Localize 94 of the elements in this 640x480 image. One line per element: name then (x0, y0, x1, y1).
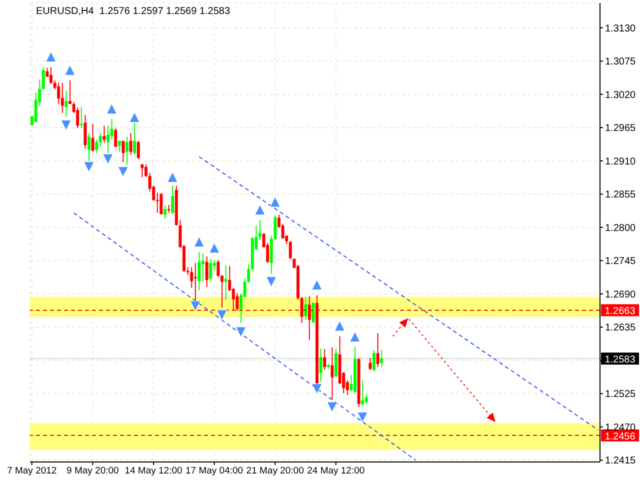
point (106, 104, 117, 114)
candlestick (167, 204, 170, 214)
candlestick (50, 66, 52, 85)
candlestick (84, 114, 87, 150)
candlestick (334, 348, 338, 378)
point (46, 52, 56, 62)
candlestick (205, 256, 208, 288)
candlestick (368, 357, 372, 371)
y-tick-label: 1.2800 (605, 222, 636, 234)
y-tick-label: 1.2635 (605, 322, 636, 334)
point (167, 172, 178, 182)
candlestick (98, 132, 102, 148)
candlestick (114, 128, 118, 148)
candlestick (91, 123, 94, 152)
candlestick (209, 258, 212, 282)
x-tick-label: 21 May 20:00 (246, 466, 304, 477)
y-tick-label: 1.3130 (605, 23, 636, 34)
x-tick-label: 17 May 04:00 (186, 466, 244, 477)
candlestick (190, 266, 194, 288)
y-tick-label: 1.2910 (605, 156, 636, 168)
candlestick (144, 164, 148, 178)
point (64, 64, 76, 76)
y-tick-label: 1.3075 (605, 56, 636, 68)
candlestick (68, 80, 72, 104)
candlestick (216, 260, 220, 278)
candlestick (224, 264, 228, 300)
candlestick (364, 394, 368, 404)
candlestick (372, 350, 376, 372)
candlestick (133, 122, 136, 156)
y-tick-label: 1.3020 (605, 90, 636, 101)
point (266, 276, 277, 288)
point (312, 384, 322, 394)
ref-line-label: 1.2663 (604, 306, 636, 318)
point (216, 310, 228, 320)
point (190, 300, 201, 312)
chart-title: EURUSD,H4 1.2576 1.2597 1.2569 1.2583 (36, 6, 230, 17)
point (84, 162, 94, 172)
point (350, 332, 360, 342)
candlestick (288, 240, 292, 260)
candlestick (376, 332, 380, 368)
y-tick-label: 1.2525 (605, 389, 636, 400)
x-tick-label: 9 May 20:00 (66, 466, 119, 477)
candlestick (258, 220, 262, 241)
point (236, 326, 246, 338)
ref-line-label: 1.2456 (604, 431, 636, 442)
point (334, 320, 345, 332)
candlestick (64, 90, 68, 118)
y-tick-label: 1.2965 (605, 123, 636, 134)
candlestick (171, 185, 174, 215)
point (129, 112, 140, 123)
ref-line-label: 1.2583 (604, 354, 636, 366)
candlestick (312, 302, 315, 324)
candlestick (361, 380, 364, 407)
candlestick (102, 125, 106, 144)
candlestick (57, 82, 60, 104)
candlestick (304, 296, 308, 320)
candlestick (319, 348, 322, 383)
candlestick (88, 132, 90, 162)
candlestick (60, 82, 64, 114)
candlestick (122, 140, 125, 163)
y-tick-label: 1.2745 (605, 256, 636, 268)
candlestick (110, 118, 114, 140)
y-tick-label: 1.2690 (605, 289, 636, 300)
candlestick (156, 192, 159, 214)
candlestick (140, 163, 144, 178)
point (357, 412, 368, 422)
candlestick (95, 139, 98, 154)
candlestick (106, 125, 110, 154)
point (312, 280, 322, 290)
point (102, 154, 114, 164)
x-tick-label: 7 May 2012 (7, 466, 57, 477)
candlestick (136, 140, 140, 160)
point (254, 204, 266, 216)
point (60, 120, 72, 130)
candlestick (160, 192, 163, 216)
y-tick-label: 1.2415 (605, 456, 636, 467)
point (270, 196, 280, 208)
candlestick (330, 346, 334, 400)
candlestick (126, 136, 128, 165)
x-tick-label: 14 May 12:00 (124, 466, 182, 477)
x-tick-label: 24 May 12:00 (307, 466, 365, 477)
candlestick (380, 350, 384, 368)
candlestick (42, 66, 45, 90)
point (326, 402, 338, 412)
candlestick (202, 252, 204, 282)
point (118, 166, 128, 177)
candlestick (164, 204, 166, 220)
point (194, 236, 204, 248)
point (209, 242, 220, 254)
y-tick-label: 1.2855 (605, 190, 636, 201)
candlestick (323, 348, 326, 371)
candlestick (220, 274, 224, 308)
candlestick (129, 132, 132, 156)
candlestick (198, 252, 201, 291)
